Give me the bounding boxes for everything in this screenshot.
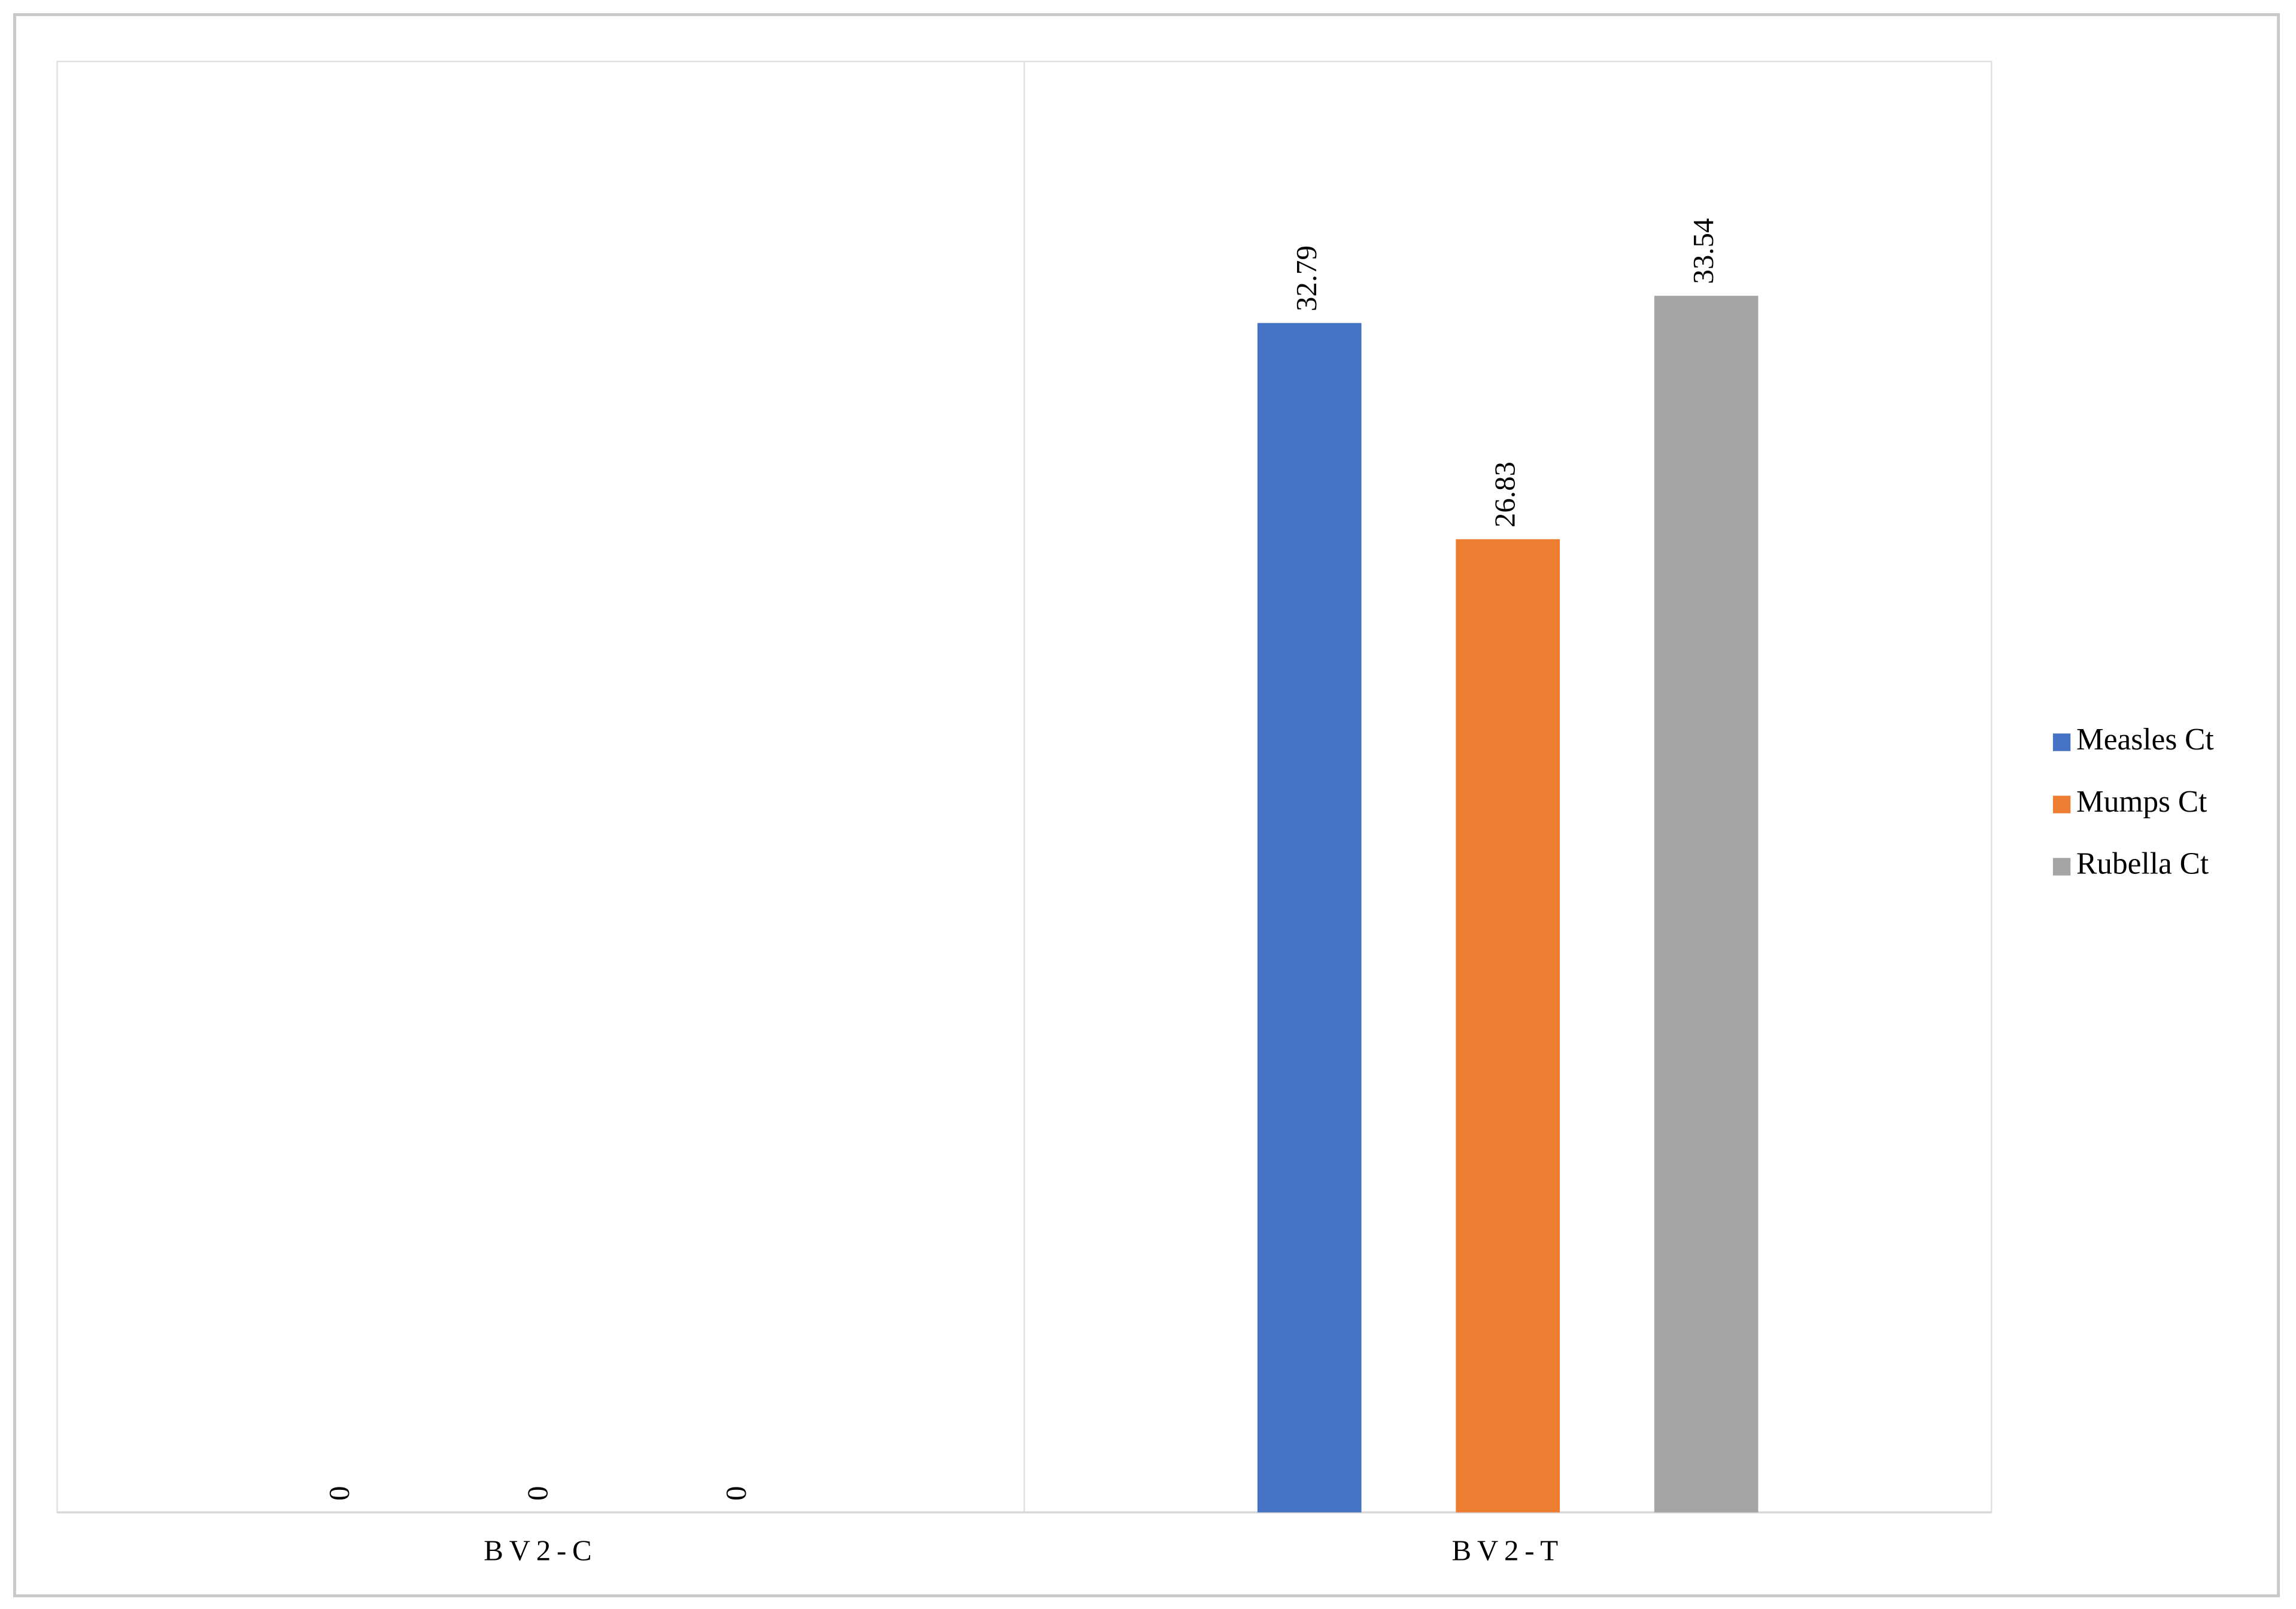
data-label: 33.54 [1687, 218, 1720, 284]
data-label: 0 [719, 1486, 752, 1501]
bar [1456, 539, 1560, 1513]
legend-swatch [2052, 733, 2071, 751]
x-tick-label: BV2-C [484, 1534, 597, 1567]
data-label: 32.79 [1290, 245, 1323, 311]
data-label: 26.83 [1488, 462, 1521, 527]
legend-label: Mumps Ct [2076, 785, 2207, 819]
legend-swatch [2052, 796, 2071, 813]
data-label: 0 [521, 1486, 554, 1501]
bar [1654, 296, 1759, 1513]
bar [1257, 323, 1362, 1513]
legend-label: Rubella Ct [2076, 847, 2209, 881]
legend-label: Measles Ct [2076, 722, 2214, 757]
x-tick-label: BV2-T [1451, 1534, 1564, 1567]
data-label: 0 [323, 1486, 356, 1501]
legend-swatch [2052, 858, 2071, 876]
chart-border [13, 13, 2280, 1598]
